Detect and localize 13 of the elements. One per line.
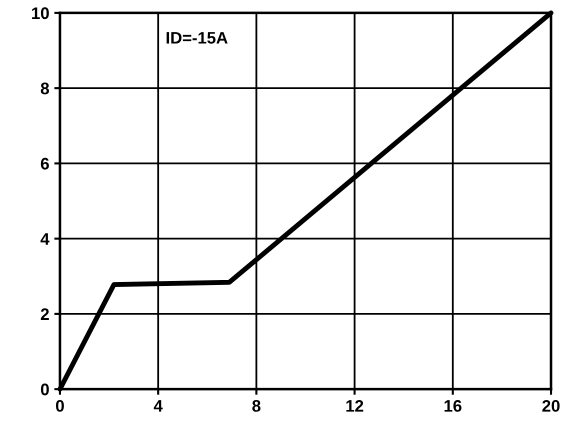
- y-tick-label: 6: [40, 158, 49, 170]
- x-tick-label: 4: [154, 400, 163, 412]
- annotation: ID=-15A: [166, 32, 228, 44]
- y-tick-label: 4: [40, 233, 50, 245]
- x-tick-label: 8: [252, 400, 261, 412]
- y-tick-label: 0: [40, 384, 49, 396]
- x-tick-label: 12: [346, 400, 364, 412]
- y-tick-label: 2: [40, 308, 49, 320]
- y-tick-label: 8: [40, 82, 50, 94]
- x-tick-label: 20: [542, 400, 560, 412]
- x-tick-label: 16: [444, 400, 462, 412]
- x-tick-label: 0: [56, 400, 64, 412]
- y-tick-label: 10: [32, 7, 49, 20]
